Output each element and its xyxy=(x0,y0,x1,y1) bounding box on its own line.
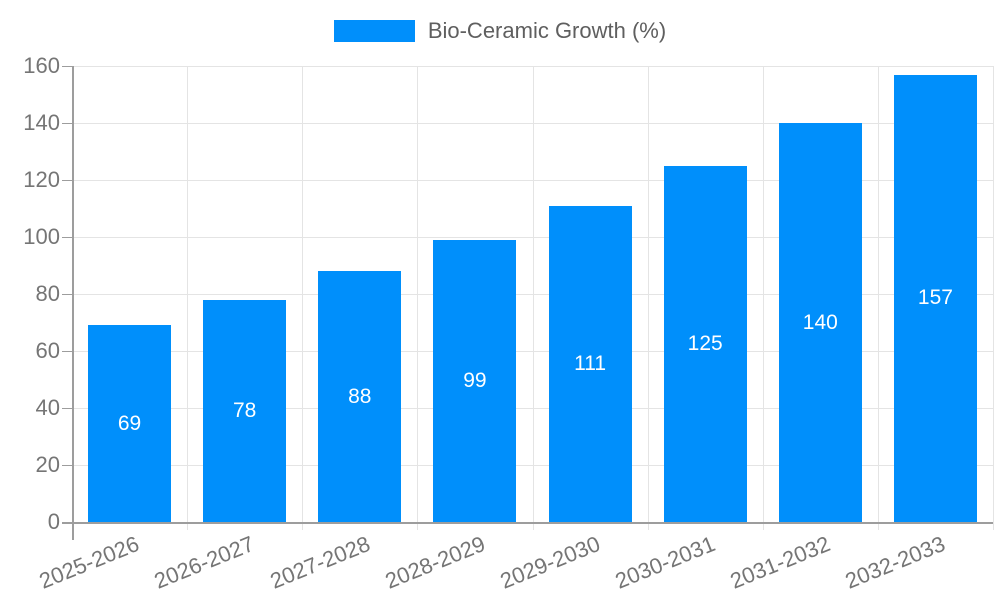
y-tick-label: 40 xyxy=(35,395,60,420)
bar-value-label: 78 xyxy=(233,398,257,422)
y-tick-label: 0 xyxy=(47,509,60,534)
bar: 69 xyxy=(88,325,172,522)
y-axis-tick xyxy=(62,408,72,409)
gridline-vertical xyxy=(877,66,879,530)
gridline-vertical xyxy=(762,66,764,530)
bar-value-label: 111 xyxy=(574,351,607,375)
bar: 111 xyxy=(548,205,632,522)
bar-value-label: 157 xyxy=(917,286,953,310)
legend-swatch-icon xyxy=(333,20,415,42)
x-tick-label: 2025-2026 xyxy=(36,531,143,594)
gridline-vertical xyxy=(993,66,994,530)
x-tick-label: 2026-2027 xyxy=(151,531,259,594)
bar: 99 xyxy=(433,239,517,522)
x-tick-label: 2032-2033 xyxy=(841,531,949,594)
bar-value-label: 69 xyxy=(117,411,142,435)
x-tick-label: 2031-2032 xyxy=(726,531,834,594)
bar-value-label: 99 xyxy=(463,368,487,392)
y-axis-tick xyxy=(62,351,72,352)
legend-label: Bio-Ceramic Growth (%) xyxy=(427,18,667,43)
y-axis-tick xyxy=(62,123,72,124)
gridline-vertical xyxy=(532,66,534,530)
y-axis-tick xyxy=(62,237,72,238)
bar-value-label: 88 xyxy=(348,384,372,408)
x-tick-label: 2027-2028 xyxy=(266,531,374,594)
y-tick-label: 80 xyxy=(35,281,60,306)
bar: 78 xyxy=(203,299,287,522)
gridline-vertical xyxy=(417,66,419,530)
bar-value-label: 125 xyxy=(687,331,723,355)
bar: 157 xyxy=(893,74,977,522)
y-axis-tick xyxy=(62,294,72,295)
legend-item[interactable]: Bio-Ceramic Growth (%) xyxy=(333,18,667,44)
plot-area: 0 20 40 60 80 100 120 140 160 69 78 88 99 111 125 140 15… xyxy=(23,54,994,594)
bar: 88 xyxy=(318,271,402,522)
bar: 140 xyxy=(778,123,862,522)
y-axis-tick xyxy=(62,180,72,181)
y-axis-tick xyxy=(62,66,72,67)
y-tick-label: 160 xyxy=(23,53,60,78)
bar: 125 xyxy=(663,165,747,522)
chart-legend: Bio-Ceramic Growth (%) xyxy=(0,18,1000,44)
y-tick-label: 120 xyxy=(23,167,60,192)
gridline-vertical xyxy=(187,66,189,530)
x-tick-label: 2028-2029 xyxy=(381,531,489,594)
y-axis xyxy=(72,66,74,540)
gridline-vertical xyxy=(302,66,304,530)
bar-value-label: 140 xyxy=(802,310,838,334)
y-tick-label: 60 xyxy=(35,338,60,363)
gridline-vertical xyxy=(647,66,649,530)
y-tick-label: 20 xyxy=(35,452,60,477)
x-axis xyxy=(62,522,993,524)
y-tick-label: 100 xyxy=(23,224,60,249)
y-axis-tick xyxy=(62,465,72,466)
x-tick-label: 2030-2031 xyxy=(611,531,719,594)
y-tick-label: 140 xyxy=(23,110,60,135)
x-tick-label: 2029-2030 xyxy=(496,531,604,594)
